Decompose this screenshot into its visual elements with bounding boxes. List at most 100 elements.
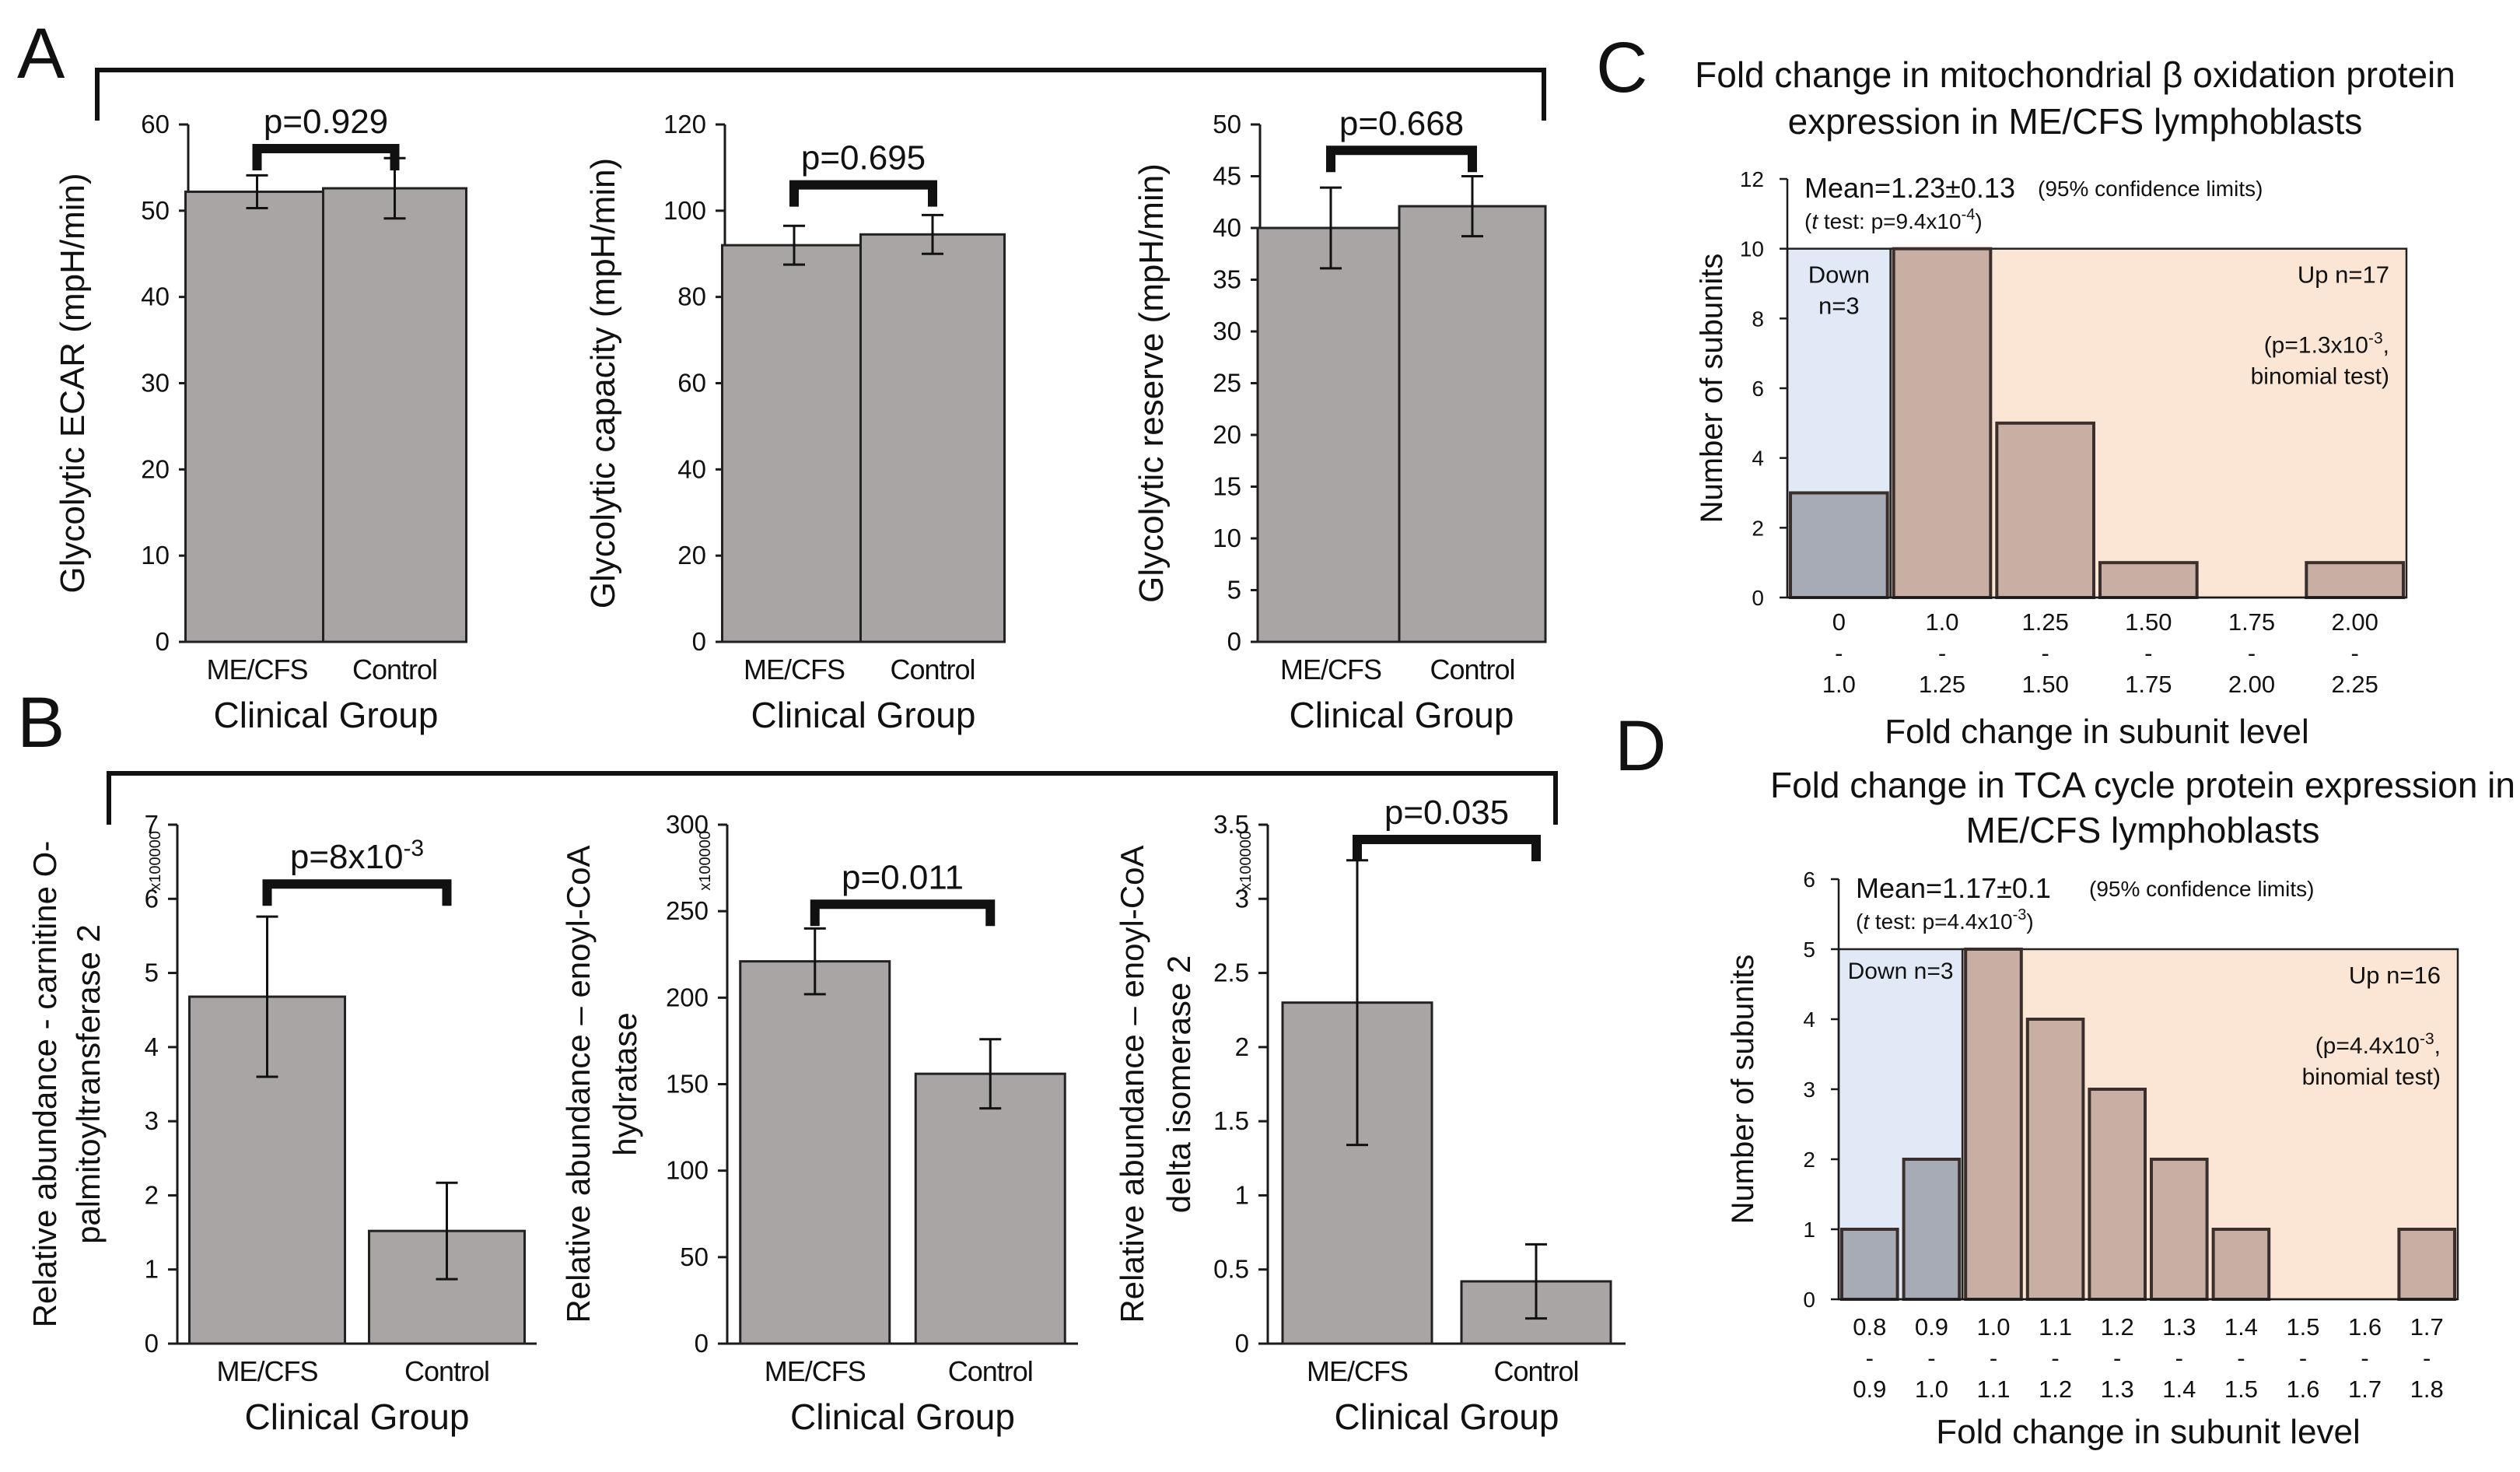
p-value-label: p=0.695 xyxy=(801,139,926,177)
chart-b1: 0 1 2 3 4 5 6 7 ME/CFS Control Clinical Group Relat… xyxy=(26,810,537,1437)
ttest-annotation: (t test: p=9.4x10-4) xyxy=(1804,206,1983,233)
y-tick-label: 50 xyxy=(680,1242,709,1271)
bin-end-label: 1.3 xyxy=(2101,1376,2134,1403)
y-tick-label: 120 xyxy=(663,110,706,138)
y-tick-label: 5 xyxy=(1803,938,1815,962)
chart-c: Fold change in mitochondrial β oxidation… xyxy=(1695,54,2455,751)
y-tick-label: 25 xyxy=(1213,369,1241,398)
y-tick-label: 20 xyxy=(141,454,170,483)
bin-range-dash: - xyxy=(2175,1344,2183,1372)
y-tick-label: 6 xyxy=(145,884,159,913)
binomial-comma: , xyxy=(2383,333,2389,359)
y-axis-title: Glycolytic reserve (mpH/min) xyxy=(1132,163,1171,603)
y-axis-title: Number of subunits xyxy=(1726,955,1760,1225)
bin-end-label: 1.5 xyxy=(2224,1376,2258,1403)
histogram-bar xyxy=(2305,561,2405,600)
bar-mecfs xyxy=(739,960,891,1345)
up-label: Up n=16 xyxy=(2349,962,2441,989)
bin-end-label: 1.7 xyxy=(2348,1376,2382,1403)
y-tick-label: 80 xyxy=(677,282,706,311)
category-label: ME/CFS xyxy=(1307,1355,1408,1387)
bin-start-label: 2.00 xyxy=(2331,608,2378,636)
ttest-exponent: -4 xyxy=(1962,206,1976,223)
y-axis-title: Glycolytic ECAR (mpH/min) xyxy=(54,173,92,593)
significance-bracket xyxy=(252,144,400,171)
panel-letter-d: D xyxy=(1615,706,1666,786)
y-tick-label: 2 xyxy=(1235,1032,1249,1061)
bar-mecfs xyxy=(721,244,867,643)
y-tick-label: 3 xyxy=(1235,884,1249,913)
y-tick-label: 7 xyxy=(145,810,159,839)
y-tick-label: 3.5 xyxy=(1213,810,1249,839)
category-label: ME/CFS xyxy=(1280,654,1381,685)
bin-start-label: 1.0 xyxy=(1925,608,1958,636)
ttest-text: test: p=9.4x10 xyxy=(1818,209,1961,233)
y-tick-label: 10 xyxy=(1213,524,1241,552)
p-value-label: p=0.668 xyxy=(1339,104,1464,142)
bin-range-dash: - xyxy=(1866,1344,1874,1372)
ttest-text: test: p=4.4x10 xyxy=(1869,909,2012,934)
p-value-exponent: -3 xyxy=(403,836,424,861)
ttest-close: ) xyxy=(2026,909,2033,934)
y-tick-label: 15 xyxy=(1213,472,1241,501)
panel-a-group-bracket xyxy=(95,68,1546,121)
y-tick-label: 0 xyxy=(1235,1329,1249,1358)
y-tick-label: 40 xyxy=(1213,213,1241,242)
chart-a1: 0 10 20 30 40 50 60 ME/CFS Control Clinical Group… xyxy=(54,103,467,735)
x-axis-title: Clinical Group xyxy=(245,1397,470,1437)
y-axis-title: Number of subunits xyxy=(1695,254,1729,524)
p-value-text: p=0.011 xyxy=(842,858,964,896)
chart-title-line1: Fold change in TCA cycle protein express… xyxy=(1770,765,2515,805)
x-axis-title: Clinical Group xyxy=(751,695,976,735)
significance-bracket xyxy=(789,180,937,207)
y-tick-label: 250 xyxy=(666,896,709,925)
binomial-exponent: -3 xyxy=(2420,1030,2434,1048)
significance-bracket xyxy=(810,899,996,927)
p-value-label: p=0.011 xyxy=(842,858,964,896)
chart-d: Fold change in TCA cycle protein express… xyxy=(1726,765,2515,1451)
y-axis-title-line2: delta isomerase 2 xyxy=(1160,955,1197,1214)
bar-control xyxy=(914,1072,1066,1345)
mean-annotation: Mean=1.17±0.1 xyxy=(1856,872,2051,904)
y-tick-label: 0 xyxy=(145,1329,159,1358)
category-label: Control xyxy=(948,1355,1033,1387)
binomial-line2: binomial test) xyxy=(2251,364,2389,390)
bin-start-label: 0.8 xyxy=(1853,1313,1886,1341)
y-axis-multiplier: x100000 xyxy=(1237,831,1255,891)
ttest-italic-t: t xyxy=(1863,909,1870,934)
y-tick-label: 0.5 xyxy=(1213,1255,1249,1284)
bin-end-label: 1.1 xyxy=(1976,1376,2010,1403)
bin-end-label: 1.2 xyxy=(2039,1376,2072,1403)
bin-start-label: 1.4 xyxy=(2224,1313,2258,1341)
y-tick-label: 12 xyxy=(1740,167,1764,191)
y-axis-title-line1: Relative abundance – enoyl-CoA xyxy=(1114,845,1150,1323)
p-value-label: p=8x10-3 xyxy=(290,836,424,876)
y-tick-label: 10 xyxy=(141,541,170,570)
y-tick-label: 1 xyxy=(1235,1180,1249,1209)
significance-bracket xyxy=(1326,145,1477,173)
bar-control xyxy=(859,233,1006,643)
bin-range-dash: - xyxy=(2051,1344,2059,1372)
histogram-bar xyxy=(2025,1018,2085,1301)
bin-range-dash: - xyxy=(2113,1344,2121,1372)
bin-range-dash: - xyxy=(2351,640,2359,667)
bin-end-label: 2.25 xyxy=(2331,671,2378,698)
y-tick-label: 2 xyxy=(1803,1148,1815,1172)
up-label: Up n=17 xyxy=(2298,261,2389,289)
chart-title-line2: expression in ME/CFS lymphoblasts xyxy=(1788,101,2363,142)
y-tick-label: 20 xyxy=(677,541,706,570)
bin-end-label: 1.0 xyxy=(1915,1376,1948,1403)
panel-letter-a: A xyxy=(17,14,65,93)
p-value-label: p=0.035 xyxy=(1384,794,1509,832)
significance-bracket xyxy=(262,879,452,906)
y-tick-label: 0 xyxy=(1752,586,1764,610)
category-label: Control xyxy=(1430,654,1514,685)
y-tick-label: 0 xyxy=(1803,1288,1815,1312)
bin-start-label: 0 xyxy=(1832,608,1846,636)
y-tick-label: 100 xyxy=(666,1156,709,1185)
p-value-text: p=0.929 xyxy=(264,103,388,141)
bin-range-dash: - xyxy=(2144,640,2152,667)
y-tick-label: 0 xyxy=(692,627,706,656)
category-label: ME/CFS xyxy=(765,1355,866,1387)
chart-title-line2: ME/CFS lymphoblasts xyxy=(1965,810,2319,850)
